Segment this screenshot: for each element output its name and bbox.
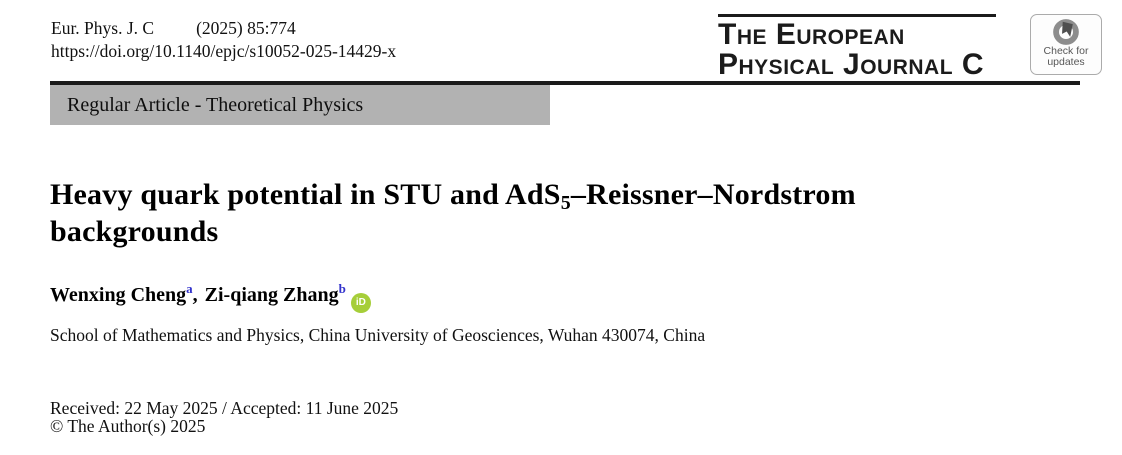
crossmark-label-line1: Check for — [1043, 45, 1089, 57]
affiliation-line: School of Mathematics and Physics, China… — [50, 325, 706, 345]
crossmark-label-line2: updates — [1047, 56, 1085, 68]
title-line2: backgrounds — [50, 215, 219, 248]
journal-name-line1: The European — [718, 18, 905, 51]
title-line1-post: –Reissner–Nordstrom — [570, 178, 856, 211]
article-title: Heavy quark potential in STU and AdS5–Re… — [50, 176, 1010, 250]
citation-line: Eur. Phys. J. C (2025) 85:774 — [51, 17, 396, 40]
author-line: Wenxing Chenga, Zi-qiang ZhangbiD — [50, 281, 371, 313]
masthead-top-rule — [718, 14, 996, 17]
journal-name-line2: Physical Journal C — [718, 48, 985, 81]
citation-issue: (2025) 85:774 — [196, 18, 296, 38]
author-name-1: Wenxing Cheng — [50, 284, 187, 306]
crossmark-badge[interactable]: Check for updates — [1030, 14, 1102, 75]
copyright-line: © The Author(s) 2025 — [50, 416, 206, 436]
crossmark-icon — [1053, 19, 1079, 45]
citation-block: Eur. Phys. J. C (2025) 85:774 https://doi… — [51, 17, 396, 62]
author-name-2: Zi-qiang Zhang — [204, 284, 339, 306]
received-accepted-line: Received: 22 May 2025 / Accepted: 11 Jun… — [50, 398, 399, 418]
author-separator: , — [192, 284, 198, 306]
title-line1-pre: Heavy quark potential in STU and AdS — [50, 178, 561, 211]
crossmark-label: Check for updates — [1031, 46, 1101, 68]
orcid-icon[interactable]: iD — [350, 293, 371, 313]
journal-name: The European Physical Journal C — [718, 20, 996, 80]
title-subscript: 5 — [560, 192, 571, 214]
affiliation-mark-b[interactable]: b — [338, 281, 346, 296]
affiliation-mark-a[interactable]: a — [186, 281, 193, 296]
doi-link[interactable]: https://doi.org/10.1140/epjc/s10052-025-… — [51, 40, 397, 61]
header-rule — [50, 81, 1080, 85]
journal-abbreviation: Eur. Phys. J. C — [51, 18, 155, 38]
journal-masthead: The European Physical Journal C — [718, 14, 996, 80]
article-type-label: Regular Article - Theoretical Physics — [67, 93, 364, 116]
article-type-bar: Regular Article - Theoretical Physics — [50, 84, 550, 125]
